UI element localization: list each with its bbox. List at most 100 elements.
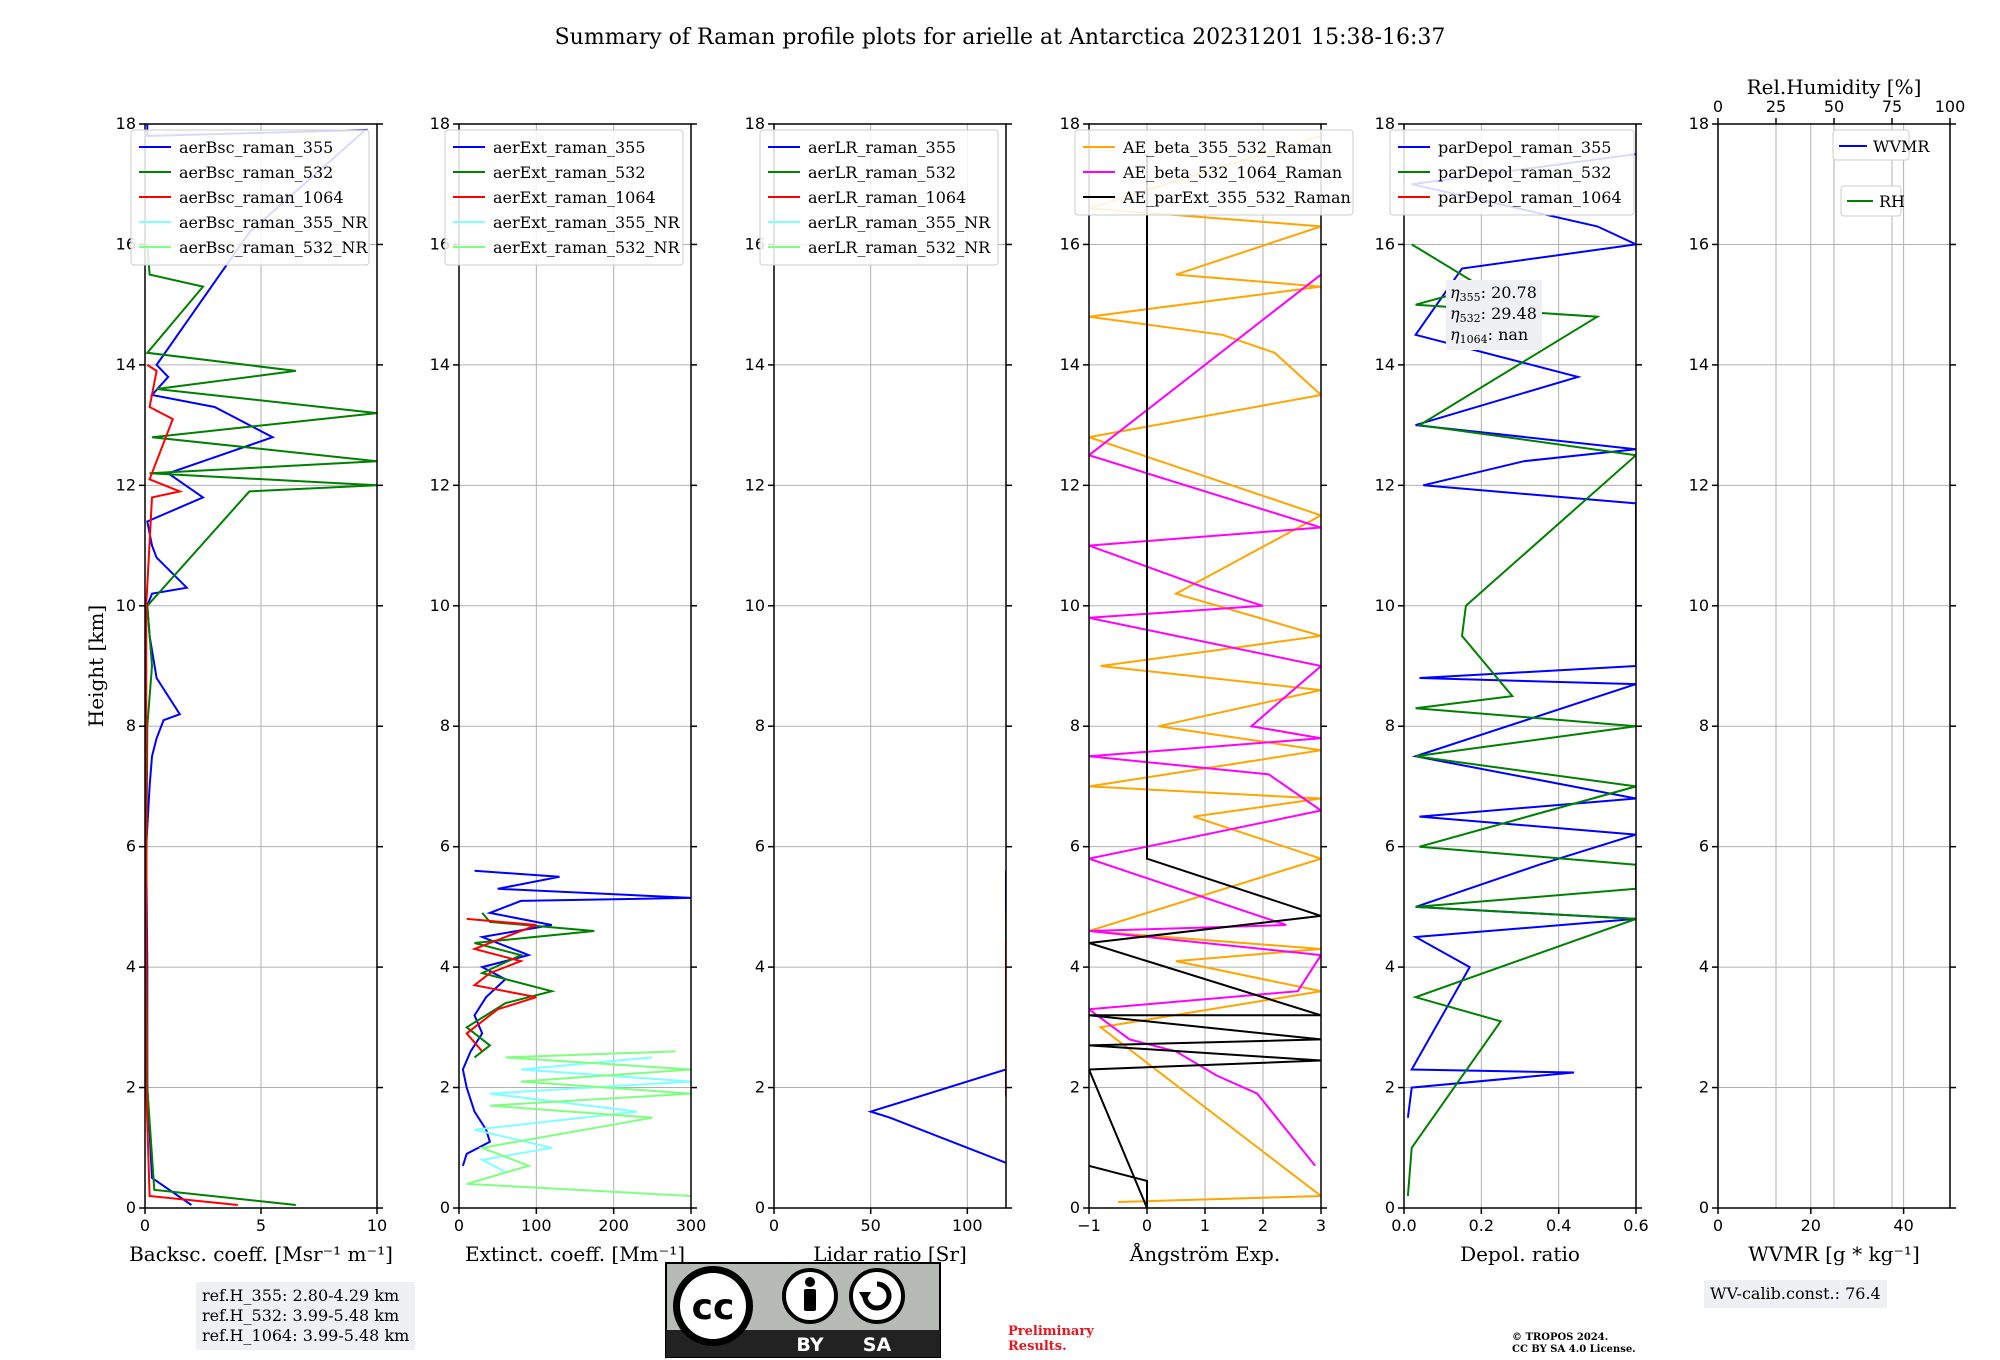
series-line-aerExt_raman_355_NR xyxy=(474,1056,691,1173)
axes-frame xyxy=(458,123,692,1209)
series-line-aerBsc_raman_532 xyxy=(145,244,377,1206)
eta-subscript: 532 xyxy=(1460,312,1481,325)
legend-box xyxy=(130,129,370,266)
y-tick-label: 16 xyxy=(1375,234,1395,253)
y-tick-label: 14 xyxy=(116,355,136,374)
eta-symbol: η xyxy=(1450,325,1460,344)
y-tick-label: 8 xyxy=(440,716,450,735)
x-tick-label: 100 xyxy=(521,1216,552,1235)
y-tick-label: 16 xyxy=(1689,234,1709,253)
y-tick-label: 0 xyxy=(1070,1198,1080,1217)
x-tick-label: 0 xyxy=(454,1216,464,1235)
legend-entry: aerLR_raman_1064 xyxy=(808,188,966,207)
y-tick-label: 14 xyxy=(1689,355,1709,374)
y-tick-label: 8 xyxy=(1385,716,1395,735)
panel-depol: 0 2 4 6 8 10 12 14 16 18 0.0 0.2 0.4 0.6 Depol. ratio p… xyxy=(1375,114,1649,1266)
y-tick-label: 6 xyxy=(755,837,765,856)
top-tick-label: 25 xyxy=(1766,97,1786,116)
y-tick-label: 8 xyxy=(126,716,136,735)
x-axis-label: Backsc. coeff. [Msr⁻¹ m⁻¹] xyxy=(129,1242,393,1266)
y-tick-label: 12 xyxy=(1375,475,1395,494)
x-tick-label: 40 xyxy=(1893,1216,1913,1235)
y-tick-label: 6 xyxy=(440,837,450,856)
series-line-aerBsc_raman_355 xyxy=(145,124,369,1206)
y-tick-label: 18 xyxy=(1060,114,1080,133)
x-axis-label: Extinct. coeff. [Mm⁻¹] xyxy=(465,1242,685,1266)
y-tick-label: 12 xyxy=(430,475,450,494)
y-tick-label: 6 xyxy=(1699,837,1709,856)
y-tick-label: 4 xyxy=(440,957,450,976)
x-axis-label: Ångström Exp. xyxy=(1129,1241,1280,1266)
eta-value: : 29.48 xyxy=(1481,304,1537,323)
y-tick-label: 2 xyxy=(1385,1078,1395,1097)
legend-entry: aerExt_raman_355_NR xyxy=(493,213,681,232)
y-tick-label: 6 xyxy=(1070,837,1080,856)
y-tick-label: 10 xyxy=(430,596,450,615)
x-tick-label: 0.2 xyxy=(1469,1216,1494,1235)
y-tick-label: 2 xyxy=(1699,1078,1709,1097)
legend-entry: parDepol_raman_1064 xyxy=(1438,188,1622,207)
y-tick-label: 12 xyxy=(745,475,765,494)
y-tick-label: 0 xyxy=(126,1198,136,1217)
series-line-parDepol_raman_532 xyxy=(1406,243,1636,1197)
legend-entry: aerLR_raman_532_NR xyxy=(808,238,991,257)
y-tick-label: 18 xyxy=(1375,114,1395,133)
y-tick-label: 12 xyxy=(1689,475,1709,494)
y-tick-label: 2 xyxy=(755,1078,765,1097)
y-tick-label: 10 xyxy=(1060,596,1080,615)
x-tick-label: 300 xyxy=(676,1216,707,1235)
legend-box xyxy=(1389,129,1635,216)
y-tick-label: 2 xyxy=(1070,1078,1080,1097)
y-tick-label: 0 xyxy=(440,1198,450,1217)
y-tick-label: 0 xyxy=(1699,1198,1709,1217)
legend-entry: aerLR_raman_355_NR xyxy=(808,213,991,232)
top-tick-label: 100 xyxy=(1935,97,1966,116)
legend-entry: aerExt_raman_532 xyxy=(493,163,646,182)
y-tick-label: 18 xyxy=(116,114,136,133)
x-axis-label: WVMR [g * kg⁻¹] xyxy=(1748,1242,1920,1266)
y-tick-label: 18 xyxy=(430,114,450,133)
axes-frame xyxy=(773,123,1007,1209)
x-tick-label: 100 xyxy=(952,1216,983,1235)
y-tick-label: 4 xyxy=(755,957,765,976)
copyright-note: © TROPOS 2024. CC BY SA 4.0 License. xyxy=(1512,1332,1636,1356)
x-tick-label: 50 xyxy=(860,1216,880,1235)
legend-entry: aerExt_raman_532_NR xyxy=(493,238,681,257)
ref-height-355: ref.H_355: 2.80-4.29 km xyxy=(202,1286,400,1305)
chart-title: Summary of Raman profile plots for ariel… xyxy=(555,25,1446,50)
series-line-aerExt_raman_1064 xyxy=(465,917,537,1053)
legend-box xyxy=(1074,129,1354,216)
wv-calib-const: WV-calib.const.: 76.4 xyxy=(1710,1284,1881,1303)
legend-entry: WVMR xyxy=(1873,137,1930,156)
legend-entry: AE_beta_532_1064_Raman xyxy=(1122,163,1342,182)
x-axis-label: Depol. ratio xyxy=(1460,1242,1580,1266)
eta-annotation: η532: 29.48 xyxy=(1450,304,1537,325)
y-tick-label: 10 xyxy=(1375,596,1395,615)
x-tick-label: 0 xyxy=(140,1216,150,1235)
cc-by-sa-badge-icon: cc BY SA xyxy=(665,1262,941,1358)
legend-box xyxy=(444,129,684,266)
legend-entry: parDepol_raman_355 xyxy=(1438,138,1611,157)
y-tick-label: 6 xyxy=(1385,837,1395,856)
x-tick-label: 10 xyxy=(367,1216,387,1235)
x-tick-label: 0.0 xyxy=(1391,1216,1416,1235)
series-line-AE_beta_532_1064_Raman xyxy=(1089,273,1321,1167)
legend-entry: AE_parExt_355_532_Raman xyxy=(1122,188,1351,207)
y-tick-label: 8 xyxy=(1699,716,1709,735)
ref-height-532: ref.H_532: 3.99-5.48 km xyxy=(202,1306,400,1325)
eta-annotation-box xyxy=(1446,280,1542,350)
y-tick-label: 0 xyxy=(1385,1198,1395,1217)
eta-subscript: 355 xyxy=(1460,291,1481,304)
top-axis-label: Rel.Humidity [%] xyxy=(1747,75,1922,99)
y-tick-label: 6 xyxy=(126,837,136,856)
x-tick-label: 0.4 xyxy=(1546,1216,1571,1235)
legend-entry: aerLR_raman_355 xyxy=(808,138,956,157)
legend-box xyxy=(1832,129,1910,161)
legend-entry: aerLR_raman_532 xyxy=(808,163,956,182)
series-line-aerLR_raman_355 xyxy=(867,870,1006,1164)
y-tick-label: 10 xyxy=(116,596,136,615)
y-tick-label: 4 xyxy=(1070,957,1080,976)
